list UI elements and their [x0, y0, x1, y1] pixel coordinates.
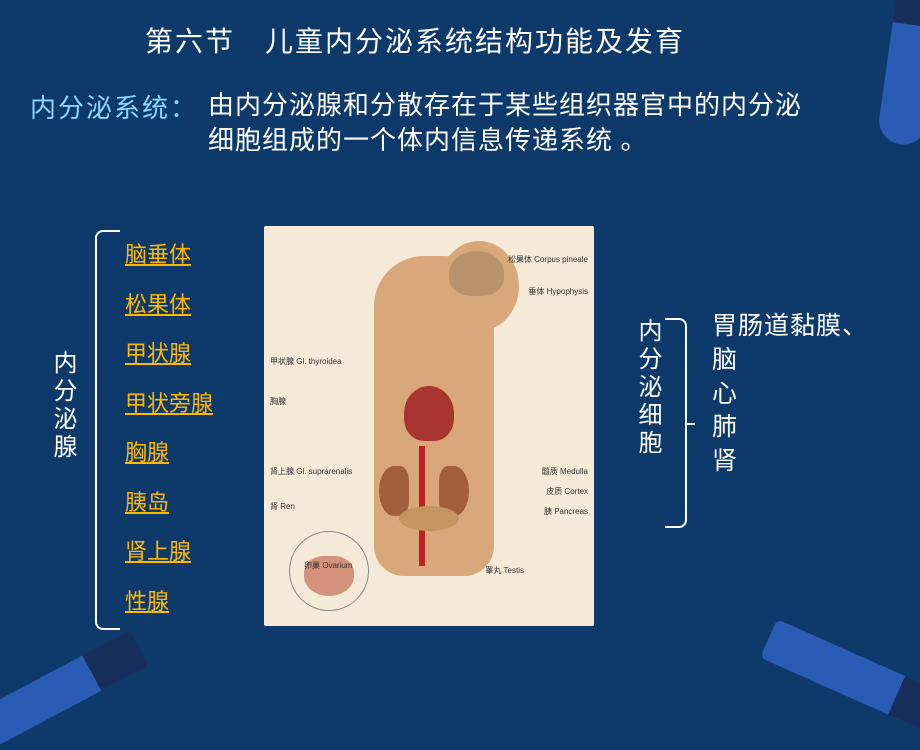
subtitle-label: 内分泌系统： [30, 88, 198, 125]
cell-item-kidney: 肾 [712, 445, 868, 479]
anat-label-kidney: 肾 Ren [270, 501, 295, 512]
gland-link-pituitary[interactable]: 脑垂体 [125, 230, 213, 280]
crayon-decoration-top-right [876, 0, 920, 148]
cell-source-list: 胃肠道黏膜、 脑 心 肺 肾 [712, 310, 868, 479]
anat-label-thyroid: 甲状腺 Gl. thyroidea [270, 356, 342, 367]
endocrine-gland-label: 内分泌腺 [45, 350, 80, 462]
gland-link-thyroid[interactable]: 甲状腺 [125, 329, 213, 379]
anatomy-diagram: 松果体 Corpus pineale 垂体 Hypophysis 甲状腺 Gl.… [264, 226, 594, 626]
anat-label-cortex: 皮质 Cortex [546, 486, 588, 497]
anatomy-heart [404, 386, 454, 441]
anat-label-pancreas: 胰 Pancreas [544, 506, 588, 517]
anat-label-ovary: 卵巢 Ovarium [304, 560, 352, 571]
gland-link-pineal[interactable]: 松果体 [125, 280, 213, 330]
anat-label-testis: 睾丸 Testis [485, 565, 524, 576]
cell-item-heart: 心 [712, 378, 868, 412]
crayon-decoration-bottom-left [0, 630, 149, 750]
endocrine-cell-label: 内分泌细胞 [630, 318, 665, 458]
anatomy-pancreas [399, 506, 459, 531]
anat-label-medulla: 髓质 Medulla [542, 466, 588, 477]
gland-link-gonad[interactable]: 性腺 [125, 577, 213, 627]
gland-link-thymus[interactable]: 胸腺 [125, 428, 213, 478]
anatomy-kidney-left [379, 466, 409, 516]
left-bracket [95, 230, 120, 630]
gland-list: 脑垂体 松果体 甲状腺 甲状旁腺 胸腺 胰岛 肾上腺 性腺 [125, 230, 213, 626]
anatomy-brain [449, 251, 504, 296]
right-bracket [665, 318, 687, 528]
anat-label-pineal: 松果体 Corpus pineale [508, 254, 588, 265]
cell-item-brain: 脑 [712, 344, 868, 378]
gland-link-islets[interactable]: 胰岛 [125, 478, 213, 528]
anat-label-thymus: 胸腺 [270, 396, 286, 407]
gland-link-parathyroid[interactable]: 甲状旁腺 [125, 379, 213, 429]
subtitle-definition: 由内分泌腺和分散存在于某些组织器官中的内分泌细胞组成的一个体内信息传递系统 。 [208, 88, 808, 158]
cell-item-gi-mucosa: 胃肠道黏膜、 [712, 310, 868, 344]
slide-title: 第六节 儿童内分泌系统结构功能及发育 [145, 20, 685, 60]
anat-label-suprarenal: 肾上腺 Gl. suprarenalis [270, 466, 352, 477]
cell-item-lung: 肺 [712, 411, 868, 445]
anat-label-hypophysis: 垂体 Hypophysis [528, 286, 588, 297]
crayon-decoration-bottom-right [760, 619, 920, 739]
gland-link-adrenal[interactable]: 肾上腺 [125, 527, 213, 577]
